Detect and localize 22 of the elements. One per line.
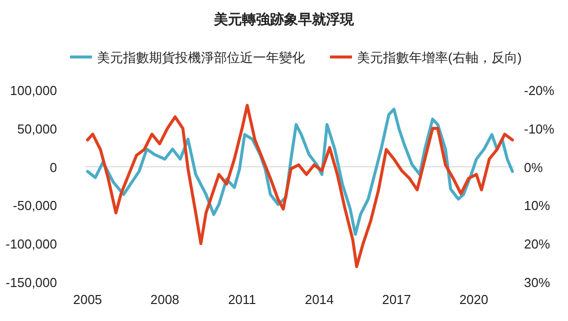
- y-tick-label: 50,000: [17, 121, 57, 136]
- y-tick-label: 0: [50, 160, 57, 175]
- y2-tick-label: -20%: [524, 83, 555, 98]
- y-tick-label: -150,000: [6, 275, 57, 290]
- y-tick-label: 100,000: [10, 83, 57, 98]
- line-series: [86, 104, 514, 268]
- y2-tick-label: 0%: [524, 160, 544, 175]
- chart-title: 美元轉強跡象早就浮現: [213, 11, 355, 27]
- y2-tick-label: 20%: [524, 236, 550, 252]
- x-tick-label: 2005: [73, 292, 102, 307]
- x-tick-label: 2008: [150, 292, 180, 307]
- x-tick-label: 2017: [382, 292, 412, 307]
- x-tick-label: 2011: [228, 292, 256, 307]
- y2-tick-label: -10%: [524, 121, 555, 136]
- legend-label: 美元指數期貨投機淨部位近一年變化: [97, 50, 305, 65]
- x-tick-label: 2014: [304, 292, 334, 307]
- y2-tick-label: 30%: [524, 275, 550, 290]
- legend-label: 美元指數年增率(右軸，反向): [357, 50, 522, 65]
- y2-tick-label: 10%: [524, 198, 550, 214]
- y-tick-label: -50,000: [12, 198, 57, 214]
- x-tick-label: 2020: [459, 292, 488, 307]
- y-tick-label: -100,000: [6, 236, 57, 252]
